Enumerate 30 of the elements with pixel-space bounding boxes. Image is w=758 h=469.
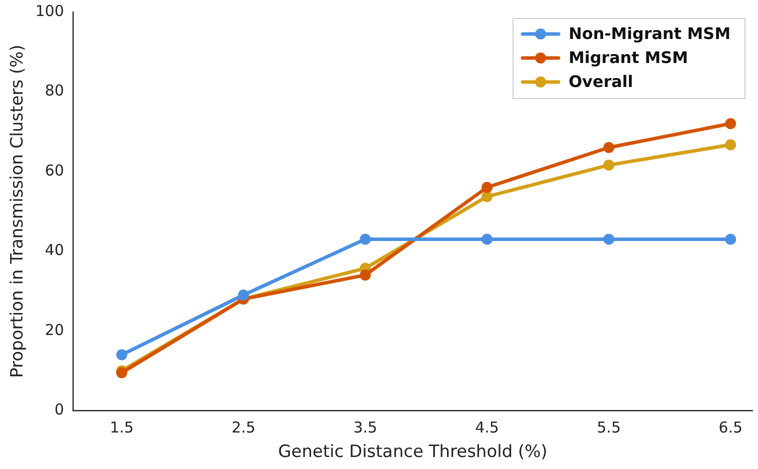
x-tick-label: 2.5 bbox=[232, 418, 256, 436]
x-tick-label: 5.5 bbox=[596, 418, 621, 436]
legend-label: Overall bbox=[568, 72, 634, 92]
x-tick-label: 4.5 bbox=[475, 418, 499, 436]
legend-label: Migrant MSM bbox=[568, 48, 688, 68]
y-tick-label: 20 bbox=[44, 320, 64, 339]
x-tick-label: 6.5 bbox=[718, 418, 743, 436]
x-axis-title: Genetic Distance Threshold (%) bbox=[278, 442, 548, 462]
point bbox=[360, 234, 371, 245]
point bbox=[482, 234, 493, 245]
x-tick-label: 1.5 bbox=[110, 418, 134, 436]
x-tick-label: 3.5 bbox=[353, 418, 378, 436]
point bbox=[238, 290, 250, 301]
point bbox=[725, 118, 736, 130]
point bbox=[603, 234, 614, 245]
point bbox=[116, 349, 128, 360]
y-tick-label: 80 bbox=[44, 82, 64, 100]
point bbox=[603, 160, 614, 171]
point bbox=[482, 191, 493, 202]
y-tick-label: 100 bbox=[35, 2, 64, 20]
point bbox=[725, 139, 736, 150]
y-tick-label: 60 bbox=[44, 161, 64, 180]
y-axis-title: Proportion in Transmission Clusters (%) bbox=[8, 44, 28, 378]
point bbox=[360, 270, 371, 281]
point bbox=[482, 182, 493, 193]
point bbox=[725, 234, 736, 245]
y-tick-label: 0 bbox=[54, 400, 64, 418]
point bbox=[603, 142, 614, 154]
y-tick-label: 40 bbox=[44, 241, 64, 260]
legend-label: Non-Migrant MSM bbox=[568, 24, 730, 44]
